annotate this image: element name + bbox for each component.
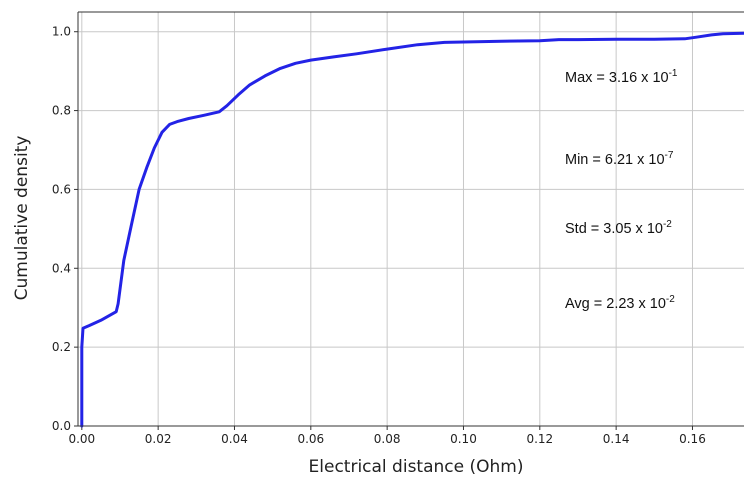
x-tick-label: 0.16 bbox=[679, 432, 706, 446]
cdf-series-line bbox=[80, 31, 744, 428]
annotation-min: Min = 6.21 x 10-7 bbox=[565, 150, 674, 168]
x-tick-label: 0.04 bbox=[221, 432, 248, 446]
x-tick-label: 0.02 bbox=[145, 432, 172, 446]
x-tick-label: 0.08 bbox=[374, 432, 401, 446]
x-tick-label: 0.10 bbox=[450, 432, 477, 446]
x-tick-label: 0.06 bbox=[297, 432, 324, 446]
y-tick-label: 0.4 bbox=[52, 261, 71, 275]
plot-frame bbox=[77, 11, 744, 427]
y-tick-label: 0.2 bbox=[52, 340, 71, 354]
y-tick-label: 0.8 bbox=[52, 104, 71, 118]
x-tick-label: 0.14 bbox=[603, 432, 630, 446]
y-axis-label: Cumulative density bbox=[12, 136, 32, 301]
series-layer bbox=[80, 31, 744, 428]
y-tick-label: 0.6 bbox=[52, 182, 71, 196]
y-tick-label: 1.0 bbox=[52, 25, 71, 39]
axis-ticks: 0.00 0.02 0.04 0.06 0.08 0.10 0.12 0.14 0.16 0.0 0… bbox=[52, 25, 706, 446]
annotation-avg: Avg = 2.23 x 10-2 bbox=[565, 294, 675, 312]
annotation-max: Max = 3.16 x 10-1 bbox=[565, 68, 678, 86]
annotation-std: Std = 3.05 x 10-2 bbox=[565, 219, 672, 237]
x-tick-label: 0.12 bbox=[526, 432, 553, 446]
x-axis-label: Electrical distance (Ohm) bbox=[309, 457, 524, 477]
y-tick-label: 0.0 bbox=[52, 419, 71, 433]
x-tick-label: 0.00 bbox=[68, 432, 95, 446]
